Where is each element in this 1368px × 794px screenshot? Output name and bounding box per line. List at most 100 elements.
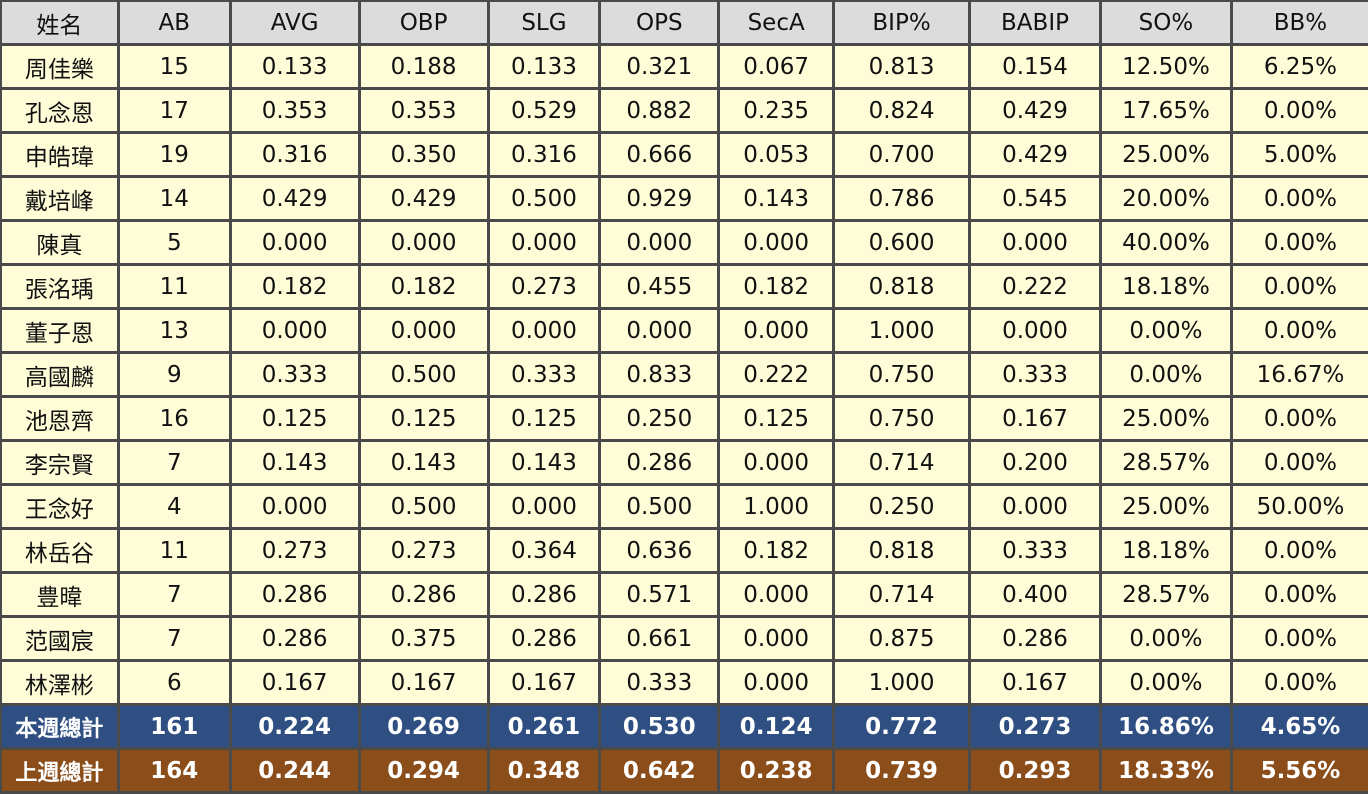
stat-cell: 0.182: [720, 266, 833, 307]
stat-cell: 0.813: [835, 46, 969, 87]
stat-cell: 0.321: [601, 46, 718, 87]
stat-cell: 0.182: [231, 266, 358, 307]
col-header-obp[interactable]: OBP: [360, 2, 487, 43]
stat-cell: 0.661: [601, 618, 718, 659]
stat-cell: 14: [119, 178, 229, 219]
total-cell: 上週總計: [2, 750, 117, 791]
stat-cell: 1.000: [835, 662, 969, 703]
col-header-name[interactable]: 姓名: [2, 2, 117, 43]
total-cell: 0.530: [601, 706, 718, 747]
stat-cell: 0.286: [489, 574, 599, 615]
stat-cell: 0.00%: [1232, 442, 1368, 483]
col-header-so[interactable]: SO%: [1101, 2, 1230, 43]
stat-cell: 0.600: [835, 222, 969, 263]
stat-cell: 0.286: [231, 618, 358, 659]
stat-cell: 16: [119, 398, 229, 439]
stat-cell: 0.429: [971, 134, 1099, 175]
table-row: 申皓瑋 19 0.316 0.350 0.316 0.666 0.053 0.700 0.429…: [2, 134, 1368, 175]
stat-cell: 0.750: [835, 398, 969, 439]
stat-cell: 0.750: [835, 354, 969, 395]
stat-cell: 0.133: [489, 46, 599, 87]
table-row: 豊暐 7 0.286 0.286 0.286 0.571 0.000 0.714 0.400 28…: [2, 574, 1368, 615]
stat-cell: 0.000: [720, 662, 833, 703]
last-week-total-row: 上週總計 164 0.244 0.294 0.348 0.642 0.238 0…: [2, 750, 1368, 791]
col-header-slg[interactable]: SLG: [489, 2, 599, 43]
total-cell: 0.348: [489, 750, 599, 791]
col-header-bip[interactable]: BIP%: [835, 2, 969, 43]
stat-cell: 0.167: [971, 662, 1099, 703]
stat-cell: 0.000: [231, 310, 358, 351]
total-cell: 0.238: [720, 750, 833, 791]
stat-cell: 0.00%: [1232, 266, 1368, 307]
stat-cell: 0.125: [489, 398, 599, 439]
total-cell: 16.86%: [1101, 706, 1230, 747]
stat-cell: 0.636: [601, 530, 718, 571]
stat-cell: 18.18%: [1101, 530, 1230, 571]
stat-cell: 17.65%: [1101, 90, 1230, 131]
stat-cell: 0.286: [231, 574, 358, 615]
stat-cell: 0.000: [489, 486, 599, 527]
stat-cell: 0.666: [601, 134, 718, 175]
table-row: 李宗賢 7 0.143 0.143 0.143 0.286 0.000 0.714 0.200 2…: [2, 442, 1368, 483]
stat-cell: 0.00%: [1232, 574, 1368, 615]
stat-cell: 0.364: [489, 530, 599, 571]
stat-cell: 0.133: [231, 46, 358, 87]
stat-cell: 0.250: [601, 398, 718, 439]
player-name-cell: 高國麟: [2, 354, 117, 395]
stat-cell: 0.375: [360, 618, 487, 659]
stat-cell: 0.700: [835, 134, 969, 175]
table-row: 池恩齊 16 0.125 0.125 0.125 0.250 0.125 0.750 0.167…: [2, 398, 1368, 439]
stat-cell: 12.50%: [1101, 46, 1230, 87]
stat-cell: 0.143: [489, 442, 599, 483]
stat-cell: 0.000: [720, 222, 833, 263]
col-header-seca[interactable]: SecA: [720, 2, 833, 43]
stat-cell: 0.000: [720, 442, 833, 483]
stat-cell: 0.000: [720, 618, 833, 659]
table-row: 孔念恩 17 0.353 0.353 0.529 0.882 0.235 0.824 0.429…: [2, 90, 1368, 131]
stat-cell: 0.167: [971, 398, 1099, 439]
player-rows: 周佳樂 15 0.133 0.188 0.133 0.321 0.067 0.813 0.154…: [2, 46, 1368, 703]
stat-cell: 6: [119, 662, 229, 703]
player-name-cell: 林澤彬: [2, 662, 117, 703]
stat-cell: 0.167: [360, 662, 487, 703]
stat-cell: 0.00%: [1101, 662, 1230, 703]
stat-cell: 0.353: [360, 90, 487, 131]
stat-cell: 0.154: [971, 46, 1099, 87]
stat-cell: 0.000: [231, 222, 358, 263]
stat-cell: 19: [119, 134, 229, 175]
stat-cell: 0.875: [835, 618, 969, 659]
stat-cell: 0.316: [231, 134, 358, 175]
total-cell: 0.772: [835, 706, 969, 747]
stat-cell: 16.67%: [1232, 354, 1368, 395]
table-row: 周佳樂 15 0.133 0.188 0.133 0.321 0.067 0.813 0.154…: [2, 46, 1368, 87]
stat-cell: 0.000: [720, 574, 833, 615]
stat-cell: 0.053: [720, 134, 833, 175]
stat-cell: 0.833: [601, 354, 718, 395]
col-header-ops[interactable]: OPS: [601, 2, 718, 43]
player-name-cell: 周佳樂: [2, 46, 117, 87]
stat-cell: 0.00%: [1232, 310, 1368, 351]
stat-cell: 28.57%: [1101, 574, 1230, 615]
table-row: 林澤彬 6 0.167 0.167 0.167 0.333 0.000 1.000 0.167 0…: [2, 662, 1368, 703]
stat-cell: 0.273: [231, 530, 358, 571]
col-header-babip[interactable]: BABIP: [971, 2, 1099, 43]
stat-cell: 0.00%: [1232, 178, 1368, 219]
col-header-avg[interactable]: AVG: [231, 2, 358, 43]
stat-cell: 7: [119, 442, 229, 483]
stat-cell: 1.000: [835, 310, 969, 351]
col-header-bb[interactable]: BB%: [1232, 2, 1368, 43]
col-header-ab[interactable]: AB: [119, 2, 229, 43]
total-cell: 0.269: [360, 706, 487, 747]
stat-cell: 0.000: [601, 222, 718, 263]
stat-cell: 0.571: [601, 574, 718, 615]
stat-cell: 0.273: [360, 530, 487, 571]
stat-cell: 11: [119, 266, 229, 307]
stat-cell: 0.000: [971, 486, 1099, 527]
stat-cell: 13: [119, 310, 229, 351]
stat-cell: 0.00%: [1101, 310, 1230, 351]
header-row: 姓名 AB AVG OBP SLG OPS SecA BIP% BABIP SO…: [2, 2, 1368, 43]
stat-cell: 7: [119, 618, 229, 659]
stat-cell: 0.545: [971, 178, 1099, 219]
stat-cell: 0.00%: [1101, 354, 1230, 395]
